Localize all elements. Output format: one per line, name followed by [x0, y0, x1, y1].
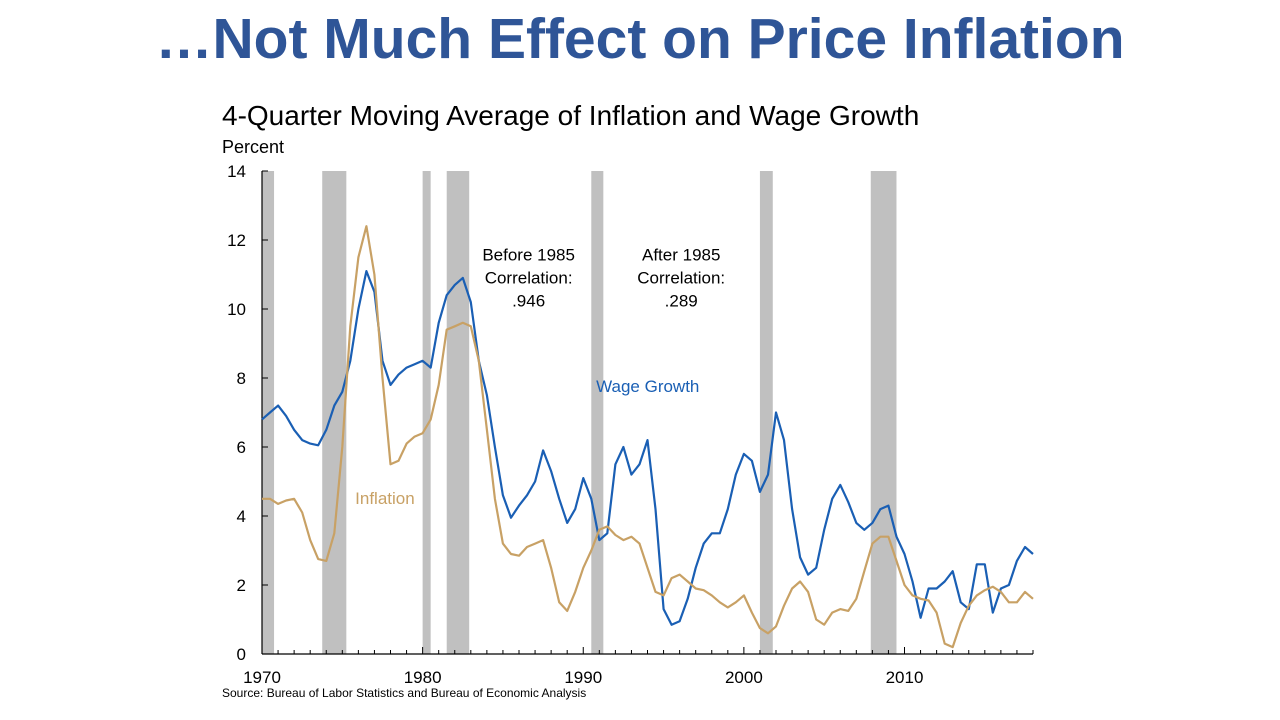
- slide-title: …Not Much Effect on Price Inflation: [155, 7, 1125, 71]
- recession-bar: [422, 171, 431, 654]
- y-tick-label: 6: [237, 438, 246, 457]
- annotations: Wage Growth Inflation Before 1985 Correlati…: [355, 246, 725, 508]
- y-tick-label: 10: [227, 300, 246, 319]
- recession-bar: [262, 171, 275, 654]
- x-tick-label: 2010: [886, 668, 924, 687]
- y-tick-label: 8: [237, 369, 246, 388]
- y-tick-label: 14: [227, 162, 246, 181]
- inflation-line: [262, 225, 1034, 649]
- after-1985-annotation: After 1985 Correlation: .289: [637, 246, 725, 311]
- x-tick-label: 1990: [564, 668, 602, 687]
- source-note: Source: Bureau of Labor Statistics and B…: [222, 686, 587, 700]
- y-tick-label: 2: [237, 576, 246, 595]
- y-tick-label: 4: [237, 507, 246, 526]
- y-tick-label: 12: [227, 231, 246, 250]
- y-tick-label: 0: [237, 645, 246, 664]
- recession-bar: [322, 171, 347, 654]
- inflation-label-annotation: Inflation: [355, 489, 415, 508]
- recession-bar: [446, 171, 470, 654]
- x-tick-label: 1970: [243, 668, 281, 687]
- recession-bar: [591, 171, 604, 654]
- series-lines: [261, 225, 1034, 649]
- recession-bar: [759, 171, 773, 654]
- x-tick-label: 2000: [725, 668, 763, 687]
- wage-label-annotation: Wage Growth: [596, 377, 699, 396]
- recession-shading: [262, 171, 897, 654]
- axes: 0 2 4 6 8 10 12 14 1970 1980 1990 2000 2010: [227, 162, 1034, 687]
- chart-title: 4-Quarter Moving Average of Inflation an…: [222, 100, 920, 131]
- wage-growth-line: [261, 270, 1034, 626]
- y-axis-unit-label: Percent: [222, 137, 285, 157]
- recession-bar: [870, 171, 897, 654]
- before-1985-annotation: Before 1985 Correlation: .946: [482, 246, 575, 311]
- x-tick-label: 1980: [404, 668, 442, 687]
